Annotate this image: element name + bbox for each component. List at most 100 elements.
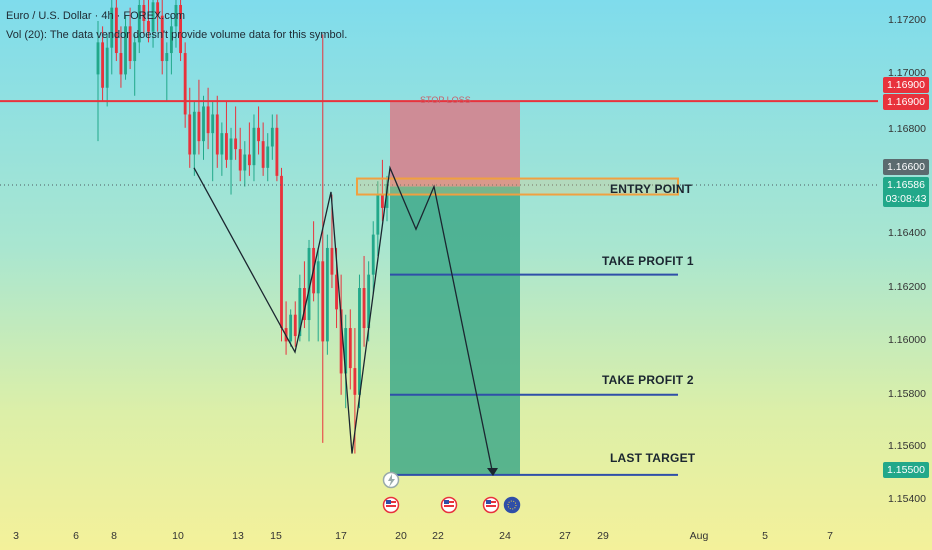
target-price-label: 1.15500 bbox=[883, 462, 929, 478]
candle-body bbox=[211, 114, 215, 134]
candle-body bbox=[348, 328, 352, 369]
candle-body bbox=[192, 111, 196, 155]
candle-body bbox=[371, 234, 375, 275]
y-tick: 1.16000 bbox=[888, 334, 926, 346]
candle-body bbox=[353, 368, 357, 395]
candle-body bbox=[316, 261, 320, 294]
candle-body bbox=[188, 114, 192, 155]
us-flag-icon bbox=[486, 500, 491, 504]
candle-body bbox=[238, 149, 242, 171]
volume-note: Vol (20): The data vendor doesn't provid… bbox=[6, 29, 348, 41]
candle-body bbox=[270, 127, 274, 147]
x-tick: 7 bbox=[827, 530, 833, 542]
stop-price-label: 1.16900 bbox=[883, 77, 929, 93]
countdown: 03:08:43 bbox=[885, 193, 927, 205]
candle-body bbox=[266, 146, 270, 168]
last-target-label: LAST TARGET bbox=[610, 451, 696, 465]
candle-body bbox=[229, 138, 233, 160]
candle-body bbox=[335, 274, 338, 310]
stop-loss-label: STOP LOSS bbox=[420, 95, 471, 105]
candle-body bbox=[206, 106, 210, 134]
x-tick: 6 bbox=[73, 530, 79, 542]
candle-body bbox=[174, 4, 178, 27]
candle-body bbox=[234, 138, 238, 150]
candle-body bbox=[142, 4, 146, 22]
x-tick: 27 bbox=[559, 530, 571, 542]
y-tick: 1.17200 bbox=[888, 14, 926, 26]
x-tick: 15 bbox=[270, 530, 282, 542]
us-flag-icon bbox=[444, 505, 454, 507]
us-flag-icon bbox=[486, 505, 496, 507]
candle-body bbox=[179, 4, 182, 54]
candle-body bbox=[215, 114, 219, 155]
x-tick: 17 bbox=[335, 530, 347, 542]
entry-box bbox=[356, 177, 679, 196]
candle-body bbox=[151, 2, 155, 32]
candle-body bbox=[261, 141, 265, 168]
entry-point-label: ENTRY POINT bbox=[610, 182, 693, 196]
arrow-head bbox=[487, 468, 498, 476]
x-tick: 24 bbox=[499, 530, 511, 542]
candle-body bbox=[289, 314, 293, 342]
symbol-title[interactable]: Euro / U.S. Dollar · 4h · FOREX.com bbox=[6, 10, 186, 22]
candle-body bbox=[202, 106, 205, 142]
candle-body bbox=[133, 42, 137, 62]
candle-body bbox=[339, 309, 343, 374]
profit-zone bbox=[390, 186, 520, 475]
candle-body bbox=[114, 7, 118, 54]
candle-body bbox=[110, 7, 114, 48]
candle-body bbox=[147, 21, 150, 32]
y-tick: 1.17000 bbox=[888, 67, 926, 79]
candle-body bbox=[96, 42, 100, 75]
candle-body bbox=[367, 274, 371, 329]
candle-body bbox=[385, 183, 389, 208]
current-price-label: 1.16586 03:08:43 bbox=[883, 177, 929, 207]
candle-body bbox=[280, 175, 283, 329]
price-label: 1.16600 bbox=[883, 159, 929, 175]
x-tick: 10 bbox=[172, 530, 184, 542]
stop-price-label: 1.16900 bbox=[883, 94, 929, 110]
x-tick: 3 bbox=[13, 530, 19, 542]
candle-body bbox=[257, 127, 260, 142]
candle-body bbox=[105, 47, 109, 88]
projection-path bbox=[193, 165, 494, 476]
us-flag-icon bbox=[386, 505, 396, 507]
candle-body bbox=[303, 288, 306, 321]
y-tick: 1.16200 bbox=[888, 281, 926, 293]
candle-body bbox=[119, 53, 123, 75]
eu-flag-icon bbox=[507, 500, 517, 510]
candle-body bbox=[252, 127, 256, 166]
candle-body bbox=[101, 42, 105, 88]
lightning-icon bbox=[388, 474, 395, 487]
candle-body bbox=[247, 154, 251, 166]
candle-body bbox=[137, 4, 141, 43]
candle-body bbox=[225, 133, 228, 160]
candle-body bbox=[358, 288, 361, 395]
candle-body bbox=[156, 2, 160, 16]
x-tick: 5 bbox=[762, 530, 768, 542]
x-tick: 22 bbox=[432, 530, 444, 542]
y-tick: 1.16800 bbox=[888, 123, 926, 135]
candle-body bbox=[128, 26, 132, 62]
x-tick: 29 bbox=[597, 530, 609, 542]
candle-body bbox=[169, 26, 173, 54]
x-tick: 13 bbox=[232, 530, 244, 542]
y-tick: 1.15400 bbox=[888, 493, 926, 505]
candle-body bbox=[275, 127, 279, 176]
candle-body bbox=[220, 133, 224, 155]
candle-body bbox=[243, 154, 247, 171]
candle-body bbox=[321, 261, 325, 342]
x-tick: Aug bbox=[689, 530, 709, 542]
candle-body bbox=[380, 194, 384, 208]
take-profit-1-label: TAKE PROFIT 1 bbox=[602, 254, 694, 268]
y-tick: 1.16400 bbox=[888, 227, 926, 239]
y-tick: 1.15600 bbox=[888, 440, 926, 452]
candle-body bbox=[344, 328, 348, 374]
candle-body bbox=[307, 247, 311, 321]
candle-body bbox=[160, 15, 164, 62]
y-tick: 1.15800 bbox=[888, 388, 926, 400]
candle-body bbox=[197, 111, 201, 142]
candle-body bbox=[293, 314, 297, 337]
